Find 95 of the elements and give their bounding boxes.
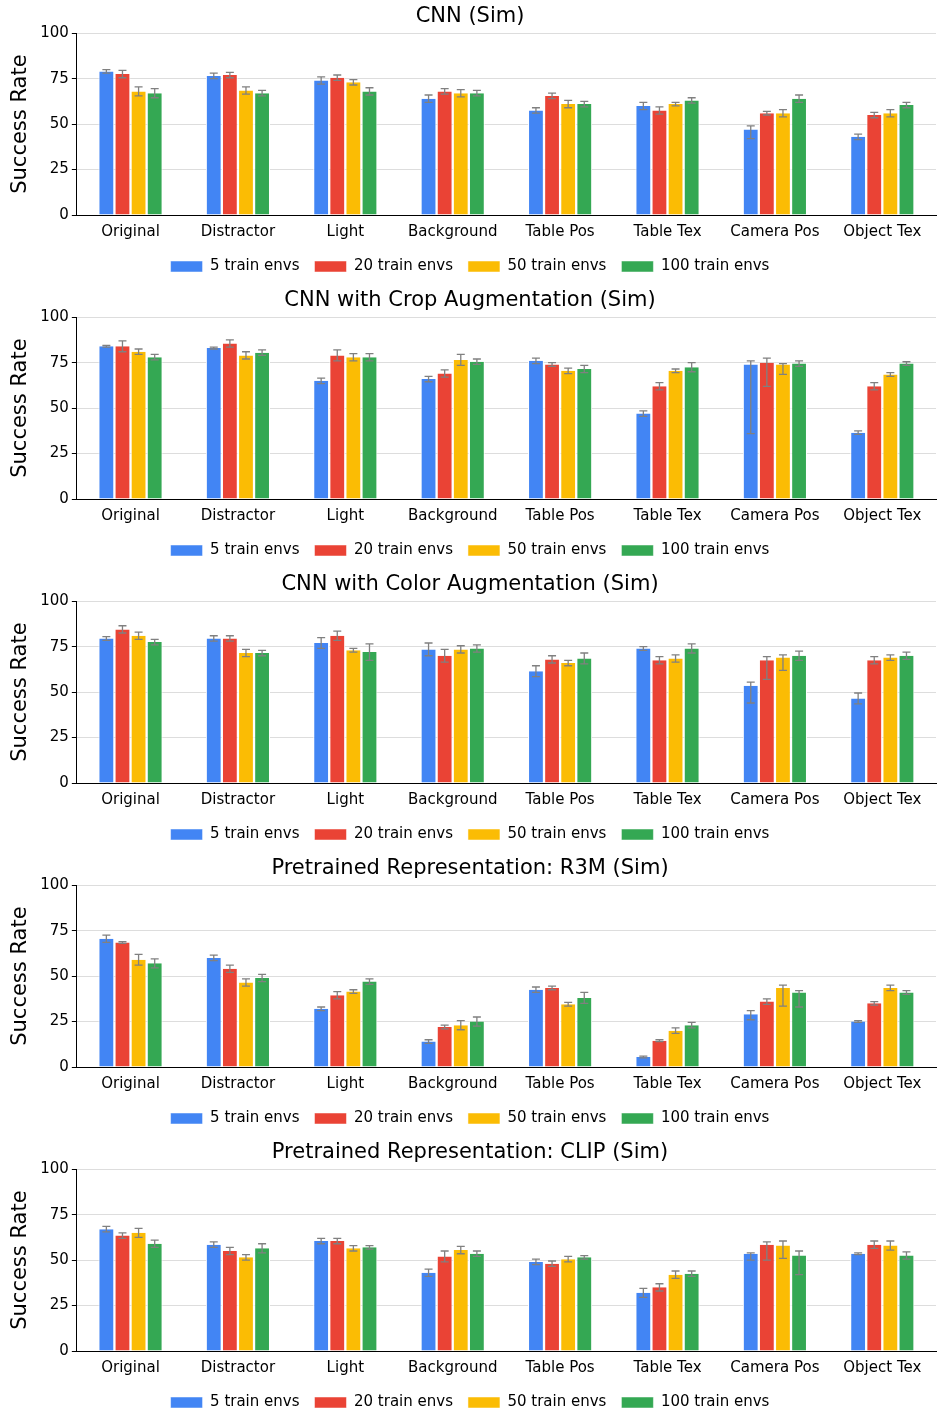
- x-tick-label: Original: [101, 221, 160, 240]
- y-tick-label: 75: [49, 920, 69, 939]
- y-tick-label: 50: [49, 113, 69, 132]
- x-tick-label: Table Tex: [632, 1357, 702, 1376]
- chart-title: CNN with Color Augmentation (Sim): [281, 571, 659, 596]
- y-tick-label: 0: [59, 204, 69, 223]
- x-tick-label: Distractor: [200, 221, 276, 240]
- legend-label: 5 train envs: [210, 540, 300, 559]
- y-axis-title: Success Rate: [7, 54, 32, 194]
- x-tick-label: Object Tex: [843, 505, 922, 524]
- legend-label: 5 train envs: [210, 256, 300, 275]
- legend-label: 50 train envs: [507, 824, 607, 843]
- legend-label: 100 train envs: [660, 540, 770, 559]
- legend-label: 20 train envs: [353, 1108, 454, 1127]
- y-tick-label: 25: [49, 1011, 69, 1030]
- y-tick-label: 0: [59, 1340, 69, 1359]
- x-tick-label: Table Pos: [524, 1357, 595, 1376]
- x-tick-label: Original: [101, 505, 160, 524]
- y-tick-label: 25: [49, 443, 69, 462]
- y-tick-label: 0: [59, 488, 69, 507]
- y-tick-label: 100: [40, 307, 69, 326]
- chart-title: Pretrained Representation: CLIP (Sim): [271, 1139, 669, 1164]
- y-tick-label: 100: [40, 1159, 69, 1178]
- x-tick-label: Object Tex: [843, 221, 922, 240]
- x-tick-label: Light: [326, 1357, 365, 1376]
- legend-label: 50 train envs: [507, 1108, 607, 1127]
- x-tick-label: Object Tex: [843, 1073, 922, 1092]
- y-tick-label: 75: [49, 1204, 69, 1223]
- y-tick-label: 0: [59, 772, 69, 791]
- x-tick-label: Original: [101, 1357, 160, 1376]
- x-tick-label: Object Tex: [843, 1357, 922, 1376]
- x-tick-label: Table Pos: [524, 505, 595, 524]
- legend-label: 50 train envs: [507, 1392, 607, 1411]
- legend-label: 100 train envs: [660, 256, 770, 275]
- chart-title: CNN with Crop Augmentation (Sim): [284, 287, 656, 312]
- y-tick-label: 100: [40, 591, 69, 610]
- x-tick-label: Table Tex: [632, 505, 702, 524]
- y-tick-label: 50: [49, 1249, 69, 1268]
- x-tick-label: Table Pos: [524, 1073, 595, 1092]
- x-tick-label: Table Tex: [632, 1073, 702, 1092]
- x-tick-label: Camera Pos: [730, 789, 820, 808]
- x-tick-label: Object Tex: [843, 789, 922, 808]
- chart-title: Pretrained Representation: R3M (Sim): [271, 855, 669, 880]
- y-tick-label: 75: [49, 352, 69, 371]
- x-tick-label: Background: [407, 1073, 498, 1092]
- y-tick-label: 0: [59, 1056, 69, 1075]
- legend-label: 20 train envs: [353, 824, 454, 843]
- y-tick-label: 100: [40, 875, 69, 894]
- y-tick-label: 50: [49, 681, 69, 700]
- y-tick-label: 75: [49, 636, 69, 655]
- x-tick-label: Camera Pos: [730, 1357, 820, 1376]
- x-tick-label: Background: [407, 505, 498, 524]
- legend-label: 5 train envs: [210, 824, 300, 843]
- y-axis-title: Success Rate: [7, 1190, 32, 1330]
- x-tick-label: Light: [326, 1073, 365, 1092]
- legend-label: 50 train envs: [507, 256, 607, 275]
- chart-title: CNN (Sim): [415, 3, 525, 28]
- x-tick-label: Background: [407, 221, 498, 240]
- legend-label: 20 train envs: [353, 540, 454, 559]
- x-tick-label: Camera Pos: [730, 505, 820, 524]
- x-tick-label: Light: [326, 505, 365, 524]
- y-axis-title: Success Rate: [7, 338, 32, 478]
- x-tick-label: Table Tex: [632, 221, 702, 240]
- legend-label: 100 train envs: [660, 1392, 770, 1411]
- y-tick-label: 50: [49, 397, 69, 416]
- legend-label: 5 train envs: [210, 1392, 300, 1411]
- x-tick-label: Original: [101, 1073, 160, 1092]
- x-tick-label: Light: [326, 789, 365, 808]
- x-tick-label: Distractor: [200, 789, 276, 808]
- y-tick-label: 25: [49, 1295, 69, 1314]
- y-tick-label: 100: [40, 23, 69, 42]
- y-axis-title: Success Rate: [7, 906, 32, 1046]
- legend-label: 5 train envs: [210, 1108, 300, 1127]
- x-tick-label: Original: [101, 789, 160, 808]
- x-tick-label: Background: [407, 1357, 498, 1376]
- legend-label: 50 train envs: [507, 540, 607, 559]
- legend-label: 100 train envs: [660, 824, 770, 843]
- x-tick-label: Distractor: [200, 505, 276, 524]
- x-tick-label: Table Tex: [632, 789, 702, 808]
- x-tick-label: Table Pos: [524, 789, 595, 808]
- x-tick-label: Background: [407, 789, 498, 808]
- legend-label: 100 train envs: [660, 1108, 770, 1127]
- x-tick-label: Light: [326, 221, 365, 240]
- x-tick-label: Camera Pos: [730, 221, 820, 240]
- legend-label: 20 train envs: [353, 1392, 454, 1411]
- y-tick-label: 50: [49, 965, 69, 984]
- x-tick-label: Table Pos: [524, 221, 595, 240]
- y-axis-title: Success Rate: [7, 622, 32, 762]
- x-tick-label: Camera Pos: [730, 1073, 820, 1092]
- x-tick-label: Distractor: [200, 1357, 276, 1376]
- y-tick-label: 25: [49, 159, 69, 178]
- y-tick-label: 75: [49, 68, 69, 87]
- legend-label: 20 train envs: [353, 256, 454, 275]
- x-tick-label: Distractor: [200, 1073, 276, 1092]
- y-tick-label: 25: [49, 727, 69, 746]
